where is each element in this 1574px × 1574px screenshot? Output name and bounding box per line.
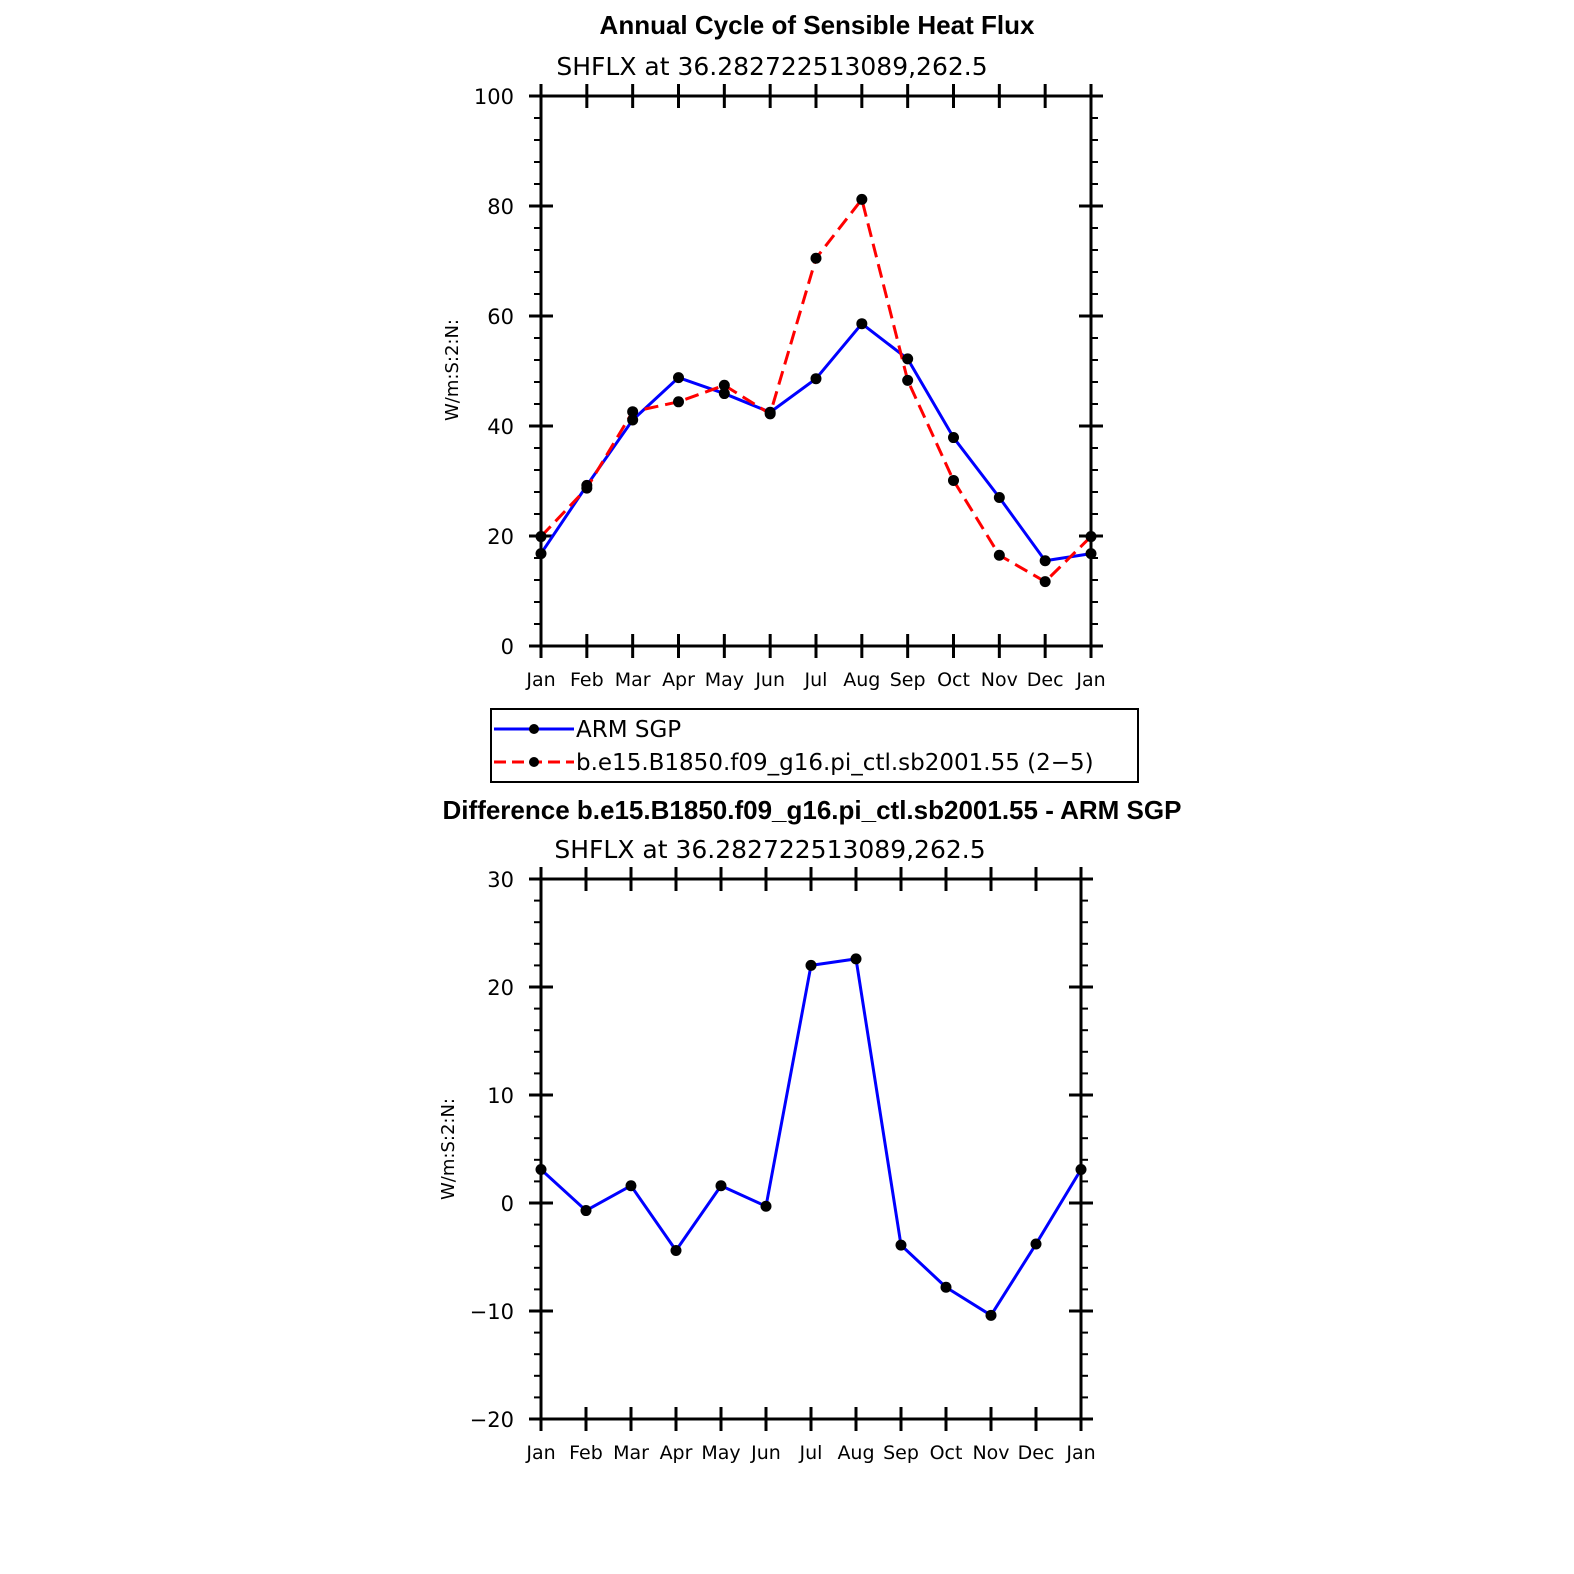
data-point-s1-11 [1039, 576, 1051, 588]
data-point-s0-11 [1039, 555, 1051, 567]
x-tick-label-dec: Dec [1027, 669, 1064, 691]
data-point-s0-8 [895, 1239, 907, 1251]
legend-label-model: b.e15.B1850.f09_g16.pi_ctl.sb2001.55 (2−… [576, 750, 1094, 776]
data-point-s1-6 [810, 252, 822, 264]
data-point-s0-6 [810, 373, 822, 385]
data-point-s1-10 [993, 549, 1005, 561]
y-tick-label: −20 [470, 1408, 514, 1432]
data-point-s0-3 [673, 372, 684, 384]
panel2-x-tick-labels: Jan Feb Mar Apr May Jun Jul Aug Sep Oct Nov Dec Jan [525, 1442, 1095, 1464]
data-point-s1-1 [581, 482, 593, 494]
data-point-s0-10 [985, 1309, 997, 1321]
x-tick-label-jun: Jun [754, 669, 785, 691]
y-tick-label: 0 [501, 1192, 514, 1216]
data-point-s1-8 [902, 374, 914, 386]
panel1-y-tick-labels: 0 20 40 60 80 100 [474, 85, 514, 659]
data-point-s0-4 [718, 388, 730, 400]
x-tick-label-aug: Aug [843, 669, 880, 691]
x-tick-label-nov: Nov [981, 669, 1018, 691]
x-tick-label-dec: Dec [1018, 1442, 1055, 1464]
data-point-s1-4 [718, 379, 730, 391]
x-tick-label-aug: Aug [837, 1442, 874, 1464]
panel2-y-tick-labels: −20 −10 0 10 20 30 [470, 868, 514, 1432]
panel2-subtitle: SHFLX at 36.282722513089,262.5 [554, 835, 985, 864]
panel1-ylabel: W/m:S:2:N: [442, 319, 463, 421]
y-tick-label: 10 [487, 1084, 514, 1108]
x-tick-label-oct: Oct [930, 1442, 963, 1464]
data-point-s1-7 [856, 193, 868, 205]
panel1-series [535, 193, 1097, 588]
legend-marker-arm-sgp [529, 724, 539, 734]
y-tick-label: 100 [474, 85, 514, 109]
legend-marker-model [529, 757, 539, 767]
panel2-plot-frame [539, 877, 1083, 1421]
y-tick-label: 80 [487, 195, 514, 219]
x-tick-label-apr: Apr [662, 669, 695, 691]
x-tick-label-apr: Apr [660, 1442, 693, 1464]
y-tick-label: 20 [487, 976, 514, 1000]
y-tick-label: 60 [487, 305, 514, 329]
x-tick-label-jan: Jan [525, 669, 555, 691]
panel2-axis-ticks [529, 867, 1093, 1431]
series-line-0 [539, 957, 1083, 1317]
data-point-s1-2 [627, 406, 639, 418]
data-point-s0-5 [760, 1200, 772, 1212]
x-tick-label-sep: Sep [883, 1442, 919, 1464]
data-point-s0-1 [580, 1205, 592, 1217]
x-tick-label-mar: Mar [615, 669, 651, 691]
x-tick-label-jan: Jan [1065, 1442, 1095, 1464]
data-point-s0-2 [625, 1180, 637, 1192]
data-point-s0-3 [670, 1245, 682, 1257]
x-tick-label-jan: Jan [525, 1442, 555, 1464]
data-point-s0-2 [627, 414, 639, 426]
panel1-x-tick-labels: Jan Feb Mar Apr May Jun Jul Aug Sep Oct Nov Dec Jan [525, 669, 1105, 691]
x-tick-label-oct: Oct [937, 669, 970, 691]
x-tick-label-jul: Jul [799, 1442, 823, 1464]
x-tick-label-may: May [705, 669, 744, 691]
y-tick-label: −10 [470, 1300, 514, 1324]
legend-label-arm-sgp: ARM SGP [576, 717, 681, 743]
panel1-plot-frame [539, 94, 1093, 648]
data-point-s1-3 [673, 396, 684, 408]
legend-box [490, 708, 1139, 783]
data-point-s0-4 [715, 1180, 727, 1192]
y-tick-label: 40 [487, 415, 514, 439]
data-point-s0-7 [850, 953, 862, 965]
y-tick-label: 20 [487, 525, 514, 549]
panel1-subtitle: SHFLX at 36.282722513089,262.5 [556, 52, 987, 81]
panel2-title: Difference b.e15.B1850.f09_g16.pi_ctl.sb… [443, 795, 1182, 825]
x-tick-label-feb: Feb [570, 669, 604, 691]
x-tick-label-nov: Nov [972, 1442, 1009, 1464]
data-point-s0-11 [1030, 1238, 1042, 1250]
x-tick-label-may: May [701, 1442, 740, 1464]
data-point-s0-9 [940, 1281, 952, 1293]
x-tick-label-mar: Mar [613, 1442, 649, 1464]
data-point-s0-6 [805, 959, 817, 971]
data-point-s0-9 [948, 432, 959, 444]
data-point-s0-8 [902, 353, 914, 365]
series-line-0 [539, 322, 1092, 563]
x-tick-label-feb: Feb [569, 1442, 603, 1464]
y-tick-label: 0 [501, 635, 514, 659]
data-point-s1-5 [764, 408, 776, 420]
panel2-ylabel: W/m:S:2:N: [438, 1098, 459, 1200]
panel1-legend: ARM SGP b.e15.B1850.f09_g16.pi_ctl.sb200… [490, 708, 1139, 783]
data-point-s0-10 [993, 492, 1005, 503]
x-tick-label-jun: Jun [750, 1442, 781, 1464]
data-point-s0-7 [856, 318, 868, 330]
x-tick-label-sep: Sep [890, 669, 926, 691]
y-tick-label: 30 [487, 868, 514, 892]
panel2-series [535, 953, 1087, 1321]
data-point-s1-9 [948, 474, 959, 486]
panel1-title: Annual Cycle of Sensible Heat Flux [600, 10, 1035, 40]
panel1-axis-ticks [529, 84, 1103, 658]
x-tick-label-jan: Jan [1075, 669, 1105, 691]
x-tick-label-jul: Jul [804, 669, 828, 691]
